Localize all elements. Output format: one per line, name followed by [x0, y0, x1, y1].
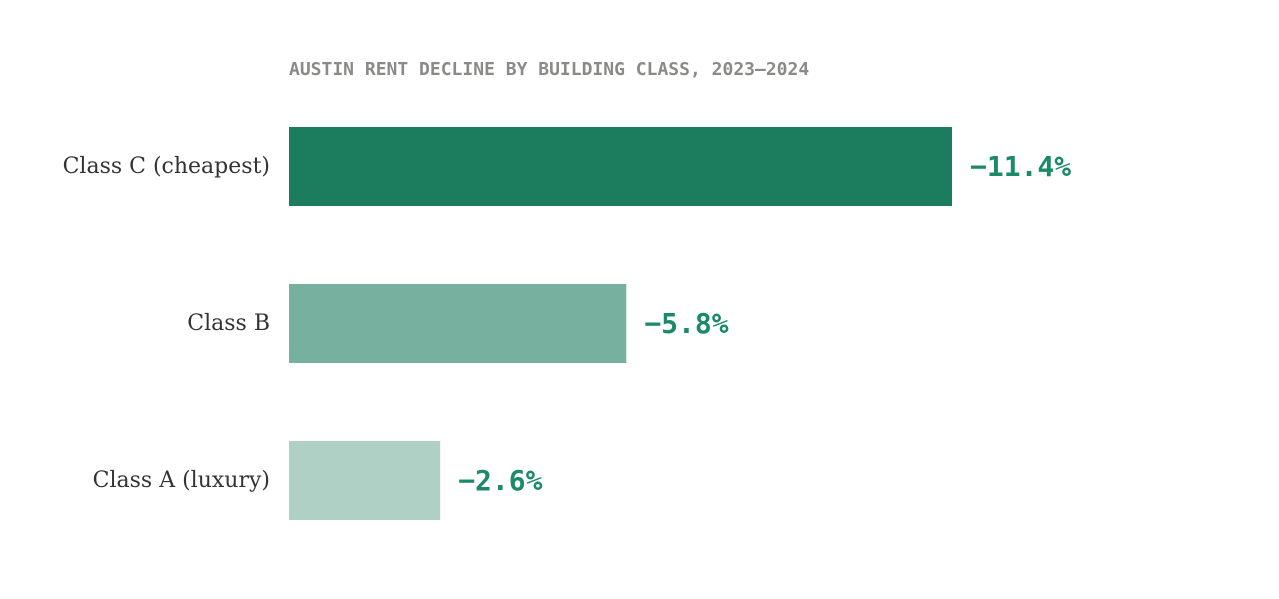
value-label: −11.4% [970, 150, 1071, 183]
bar-2 [289, 441, 441, 520]
bars-group: Class C (cheapest) −11.4% Class B −5.8% Clas… [63, 127, 1071, 520]
bar-0 [289, 127, 952, 206]
bar-1 [289, 284, 627, 363]
category-label: Class A (luxury) [93, 468, 270, 493]
value-label: −5.8% [644, 307, 728, 340]
chart-title: AUSTIN RENT DECLINE BY BUILDING CLASS, 2… [289, 59, 809, 80]
category-label: Class C (cheapest) [63, 154, 270, 179]
value-label: −2.6% [458, 464, 542, 497]
category-label: Class B [187, 311, 270, 336]
